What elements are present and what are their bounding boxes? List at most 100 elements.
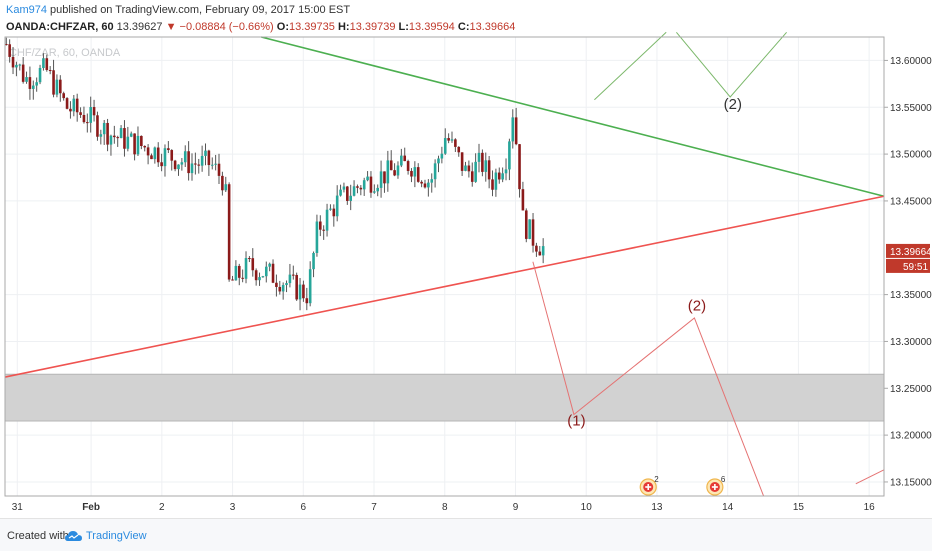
y-tick-label: 13.55000 xyxy=(890,103,932,114)
candle-body xyxy=(221,175,224,191)
candle-body xyxy=(508,141,511,170)
candle-body xyxy=(291,274,295,276)
candle-body xyxy=(35,82,38,86)
candle-body xyxy=(62,93,65,99)
candle-body xyxy=(315,221,319,253)
price-change: −0.08884 (−0.66%) xyxy=(179,21,274,33)
high-value: 13.39739 xyxy=(349,21,396,33)
candle-body xyxy=(477,152,481,162)
candle-body xyxy=(146,147,150,156)
candle-body xyxy=(207,150,211,166)
candle-body xyxy=(322,229,325,231)
candle-body xyxy=(437,158,440,164)
candle-body xyxy=(210,164,214,166)
candle-body xyxy=(183,151,187,163)
candle-body xyxy=(217,163,221,176)
support-zone xyxy=(5,374,884,422)
candle-body xyxy=(69,108,72,112)
candle-body xyxy=(470,171,474,182)
x-tick-label: 10 xyxy=(581,502,593,513)
resistance-trendline xyxy=(261,36,885,198)
candle-body xyxy=(11,56,15,68)
candle-body xyxy=(484,160,488,172)
event-badge: 6 xyxy=(706,475,726,496)
candle-body xyxy=(133,133,136,155)
candle-body xyxy=(75,98,79,113)
candle-body xyxy=(281,285,285,292)
event-badge: 2 xyxy=(639,475,659,496)
candle-body xyxy=(72,98,76,112)
x-tick-label: 16 xyxy=(864,502,876,513)
wave-label: (2) xyxy=(688,298,706,315)
candle-body xyxy=(308,269,312,304)
candle-body xyxy=(48,70,52,72)
candle-body xyxy=(406,161,410,171)
x-tick-label: 13 xyxy=(651,502,663,513)
candle-body xyxy=(464,165,467,171)
candle-body xyxy=(356,186,359,188)
x-axis: 31 Feb 2 3 6 7 8 9 10 13 14 15 16 xyxy=(12,502,875,513)
candle-body xyxy=(514,117,518,145)
publish-line: Kam974 published on TradingView.com, Feb… xyxy=(6,4,350,16)
candle-body xyxy=(457,146,461,153)
author-link[interactable]: Kam974 xyxy=(6,4,47,16)
y-tick-label: 13.45000 xyxy=(890,196,932,207)
candle-body xyxy=(376,187,380,192)
candle-body xyxy=(15,64,18,68)
candle-body xyxy=(163,148,167,167)
close-label: C: xyxy=(457,21,470,33)
wave-label: (1) xyxy=(567,413,585,430)
candle-body xyxy=(528,219,531,239)
candle-body xyxy=(329,208,332,210)
tradingview-link[interactable]: TradingView xyxy=(86,530,147,542)
projection-path xyxy=(594,31,667,101)
candle-body xyxy=(369,176,373,193)
candle-body xyxy=(524,210,528,239)
chart-header: Kam974 published on TradingView.com, Feb… xyxy=(0,0,932,40)
candle-body xyxy=(126,136,130,149)
x-tick-label: 14 xyxy=(722,502,734,513)
x-tick-label: 8 xyxy=(442,502,448,513)
candle-body xyxy=(150,155,153,160)
candle-body xyxy=(119,128,123,139)
candle-body xyxy=(261,276,265,278)
candle-body xyxy=(450,139,454,141)
event-badge-count: 2 xyxy=(654,475,659,484)
candle-body xyxy=(45,58,49,71)
y-tick-label: 13.30000 xyxy=(890,337,932,348)
candle-body xyxy=(440,153,444,159)
candle-body xyxy=(123,128,126,149)
candle-body xyxy=(379,171,383,188)
candle-body xyxy=(234,265,238,281)
candle-body xyxy=(237,265,241,278)
event-badge-plus-h xyxy=(645,486,652,488)
candle-body xyxy=(359,187,363,190)
candle-body xyxy=(89,107,92,123)
last-price-tag xyxy=(886,243,930,258)
candle-body xyxy=(258,277,261,281)
candle-body xyxy=(491,179,494,190)
candle-body xyxy=(200,155,204,166)
candle-body xyxy=(396,165,400,176)
candle-body xyxy=(393,170,396,176)
projection-path xyxy=(855,469,885,485)
candle-body xyxy=(511,117,515,142)
x-tick-label: Feb xyxy=(82,502,100,513)
candle-body xyxy=(65,98,69,109)
event-badge-plus-h xyxy=(711,486,718,488)
price-chart[interactable]: CHF/ZAR, 60, OANDA (2) (2) (1) 2 6 31 Feb 2 3 6 7 8 9… xyxy=(0,0,932,518)
candle-body xyxy=(342,186,346,190)
candle-body xyxy=(349,195,352,201)
candle-body xyxy=(160,162,163,167)
candle-body xyxy=(180,162,184,165)
x-tick-label: 2 xyxy=(159,502,165,513)
candles xyxy=(4,37,545,311)
candle-body xyxy=(312,252,315,270)
candle-body xyxy=(129,133,133,137)
high-label: H: xyxy=(337,21,350,33)
candle-body xyxy=(271,263,275,283)
wave-label: (2) xyxy=(724,96,742,113)
candle-body xyxy=(521,189,525,211)
x-tick-label: 6 xyxy=(301,502,307,513)
countdown-label: 59:51 xyxy=(903,262,928,273)
